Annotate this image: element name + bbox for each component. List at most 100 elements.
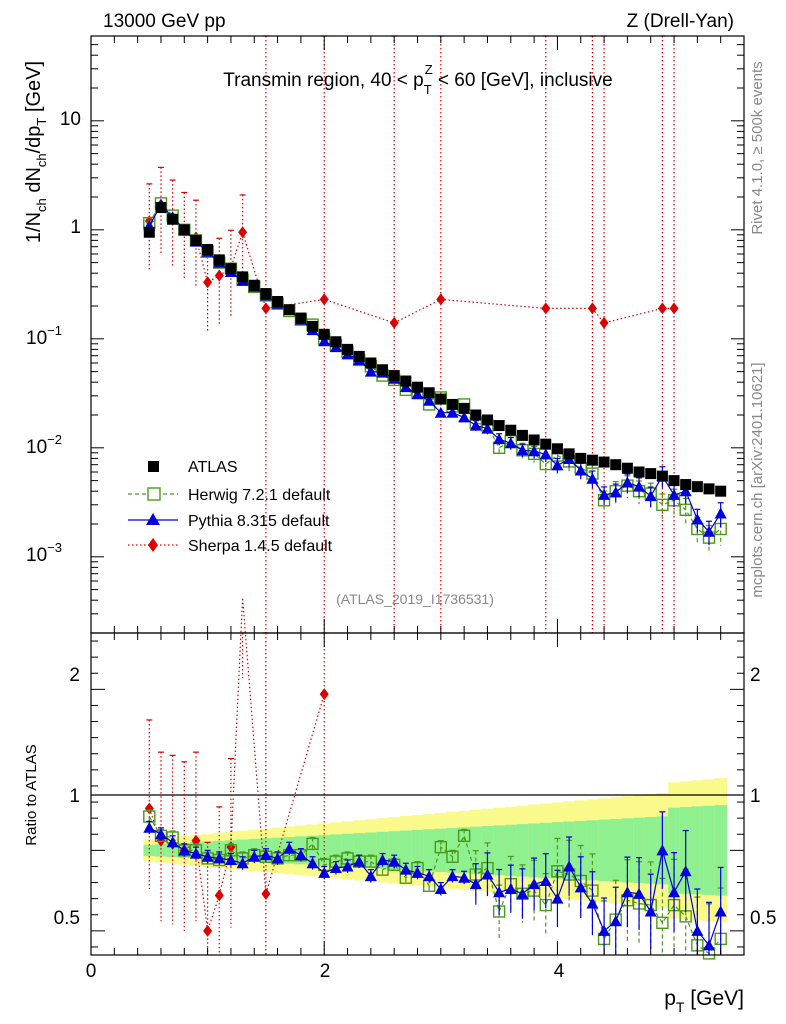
pythia-point bbox=[633, 887, 646, 899]
pythia-point bbox=[423, 870, 436, 882]
atlas-point bbox=[202, 243, 214, 255]
pythia-point bbox=[236, 857, 249, 869]
ratio-band-inner bbox=[644, 817, 658, 884]
ratio-band-inner bbox=[143, 844, 156, 856]
sherpa-line bbox=[148, 597, 325, 932]
legend-marker-pythia bbox=[146, 513, 160, 525]
herwig-point bbox=[656, 916, 669, 929]
pythia-point bbox=[318, 866, 331, 878]
atlas-point bbox=[237, 271, 249, 283]
pythia-point bbox=[574, 881, 587, 893]
atlas-point bbox=[365, 357, 377, 369]
ratio-band-inner bbox=[306, 835, 319, 866]
pythia-point bbox=[528, 445, 541, 457]
atlas-point bbox=[213, 254, 225, 266]
ratio-band-inner bbox=[155, 844, 168, 857]
atlas-point bbox=[412, 381, 423, 393]
main-ytick-label-0.01: 10−2 bbox=[26, 432, 62, 458]
legend-marker-sherpa bbox=[148, 538, 158, 552]
xtick-label-0: 0 bbox=[86, 961, 97, 982]
pythia-point bbox=[318, 335, 331, 347]
ratio-panel: 2 1 0.5 2 1 0.5 Ratio to ATLAS 0 2 4 pT … bbox=[23, 597, 776, 1015]
pythia-point bbox=[248, 850, 261, 862]
atlas-point bbox=[586, 454, 598, 466]
ratio-band-inner bbox=[528, 823, 541, 878]
legend-marker-atlas bbox=[148, 461, 159, 472]
main-ytick-label-0.001: 10−3 bbox=[26, 540, 62, 566]
pythia-point bbox=[283, 842, 296, 854]
pythia-point bbox=[668, 886, 681, 898]
atlas-point bbox=[551, 443, 563, 455]
pythia-point bbox=[539, 874, 552, 886]
ratio-band-inner bbox=[714, 805, 728, 896]
atlas-point bbox=[388, 370, 400, 382]
pythia-point bbox=[586, 897, 599, 909]
pythia-point bbox=[388, 855, 401, 867]
pythia-point bbox=[376, 854, 389, 866]
ratio-band-inner bbox=[633, 817, 646, 884]
pythia-point bbox=[399, 381, 412, 393]
pythia-point bbox=[434, 882, 447, 894]
pythia-point bbox=[621, 476, 634, 488]
sherpa-point bbox=[657, 302, 667, 315]
ratio-band-inner bbox=[574, 820, 588, 880]
atlas-point bbox=[342, 343, 354, 355]
atlas-point bbox=[691, 481, 703, 493]
atlas-point bbox=[318, 328, 330, 340]
ratio-ytick-label-right-0.5: 0.5 bbox=[750, 908, 776, 929]
mcplots-label: mcplots.cern.ch [arXiv:2401.10621] bbox=[749, 362, 766, 597]
atlas-point bbox=[610, 459, 622, 471]
pythia-point bbox=[679, 865, 692, 877]
header-energy: 13000 GeV pp bbox=[103, 11, 226, 32]
ratio-band-inner bbox=[539, 822, 553, 878]
atlas-point bbox=[505, 424, 517, 436]
ratio-y-axis-label: Ratio to ATLAS bbox=[23, 744, 40, 845]
main-panel: Transmin region, 40 < pTZ < 60 [GeV], in… bbox=[23, 35, 745, 634]
atlas-point bbox=[178, 224, 190, 236]
pythia-point bbox=[178, 844, 191, 856]
atlas-point bbox=[225, 263, 237, 275]
pythia-point bbox=[644, 905, 657, 917]
pythia-point bbox=[644, 490, 657, 502]
sherpa-point bbox=[203, 276, 213, 289]
ratio-ytick-label-right-2: 2 bbox=[750, 665, 761, 686]
pythia-point bbox=[516, 887, 529, 899]
atlas-point bbox=[715, 485, 727, 497]
atlas-point bbox=[493, 420, 505, 432]
pythia-point bbox=[668, 488, 681, 500]
sherpa-point bbox=[261, 302, 271, 315]
pythia-point bbox=[586, 472, 599, 484]
ratio-band-inner bbox=[609, 818, 623, 882]
atlas-point bbox=[435, 393, 447, 405]
atlas-point bbox=[353, 350, 365, 362]
pythia-point bbox=[598, 924, 611, 936]
atlas-point bbox=[680, 479, 692, 491]
atlas-point bbox=[633, 466, 645, 478]
pythia-point bbox=[154, 828, 167, 840]
sherpa-point bbox=[214, 269, 224, 282]
pythia-point bbox=[189, 847, 202, 859]
sherpa-point bbox=[203, 924, 213, 937]
main-ytick-label-0.1: 10−1 bbox=[26, 323, 62, 349]
pythia-point bbox=[481, 422, 494, 434]
pythia-point bbox=[306, 857, 319, 869]
sherpa-point bbox=[599, 316, 609, 329]
atlas-point bbox=[645, 468, 657, 480]
pythia-point bbox=[469, 419, 482, 431]
pythia-point bbox=[703, 525, 716, 537]
header-process: Z (Drell-Yan) bbox=[627, 11, 734, 32]
pythia-point bbox=[341, 860, 354, 872]
atlas-point bbox=[563, 448, 575, 460]
pythia-point bbox=[516, 444, 529, 456]
pythia-point bbox=[201, 850, 214, 862]
atlas-point bbox=[190, 234, 202, 246]
sherpa-point bbox=[319, 293, 329, 306]
pythia-point bbox=[481, 868, 494, 880]
herwig-point bbox=[364, 855, 378, 868]
sherpa-point bbox=[389, 316, 399, 329]
legend-label-atlas: ATLAS bbox=[188, 459, 238, 476]
pythia-point bbox=[528, 878, 541, 890]
pythia-point bbox=[504, 882, 517, 894]
atlas-point bbox=[575, 452, 587, 464]
